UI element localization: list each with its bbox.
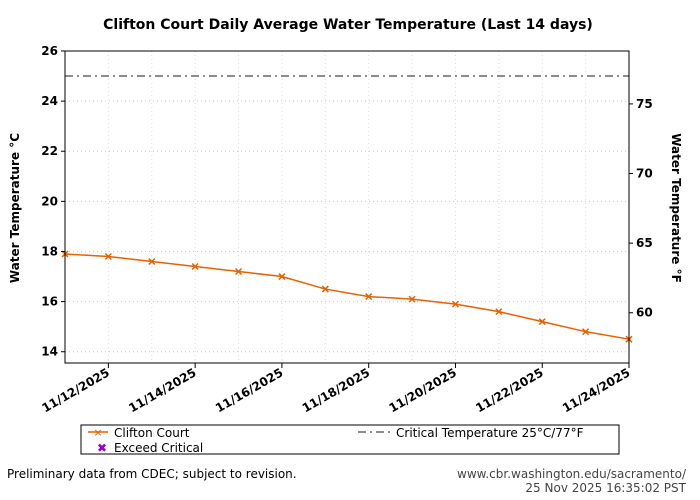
plot-frame	[64, 50, 630, 364]
y-right-tick-label: 70	[636, 167, 653, 181]
data-point-clifton-court	[538, 318, 546, 326]
y-tick-label: 26	[41, 44, 58, 58]
x-tick-label: 11/18/2025	[300, 365, 372, 415]
y-axis-label-left: Water Temperature °C	[8, 133, 22, 283]
legend-marker-exceed: ✖	[97, 441, 107, 455]
data-point-marker	[582, 328, 590, 336]
data-point-marker	[321, 285, 329, 293]
legend-label-critical: Critical Temperature 25°C/77°F	[396, 426, 584, 440]
y-tick-label: 22	[41, 144, 58, 158]
chart-title: Clifton Court Daily Average Water Temper…	[103, 17, 593, 33]
data-point-clifton-court	[104, 252, 112, 261]
legend-label-clifton: Clifton Court	[114, 426, 190, 440]
x-tick-label: 11/14/2025	[126, 365, 198, 415]
legend-box	[80, 424, 620, 455]
y-tick-label: 24	[41, 94, 58, 108]
x-tick-label: 11/12/2025	[39, 365, 111, 415]
series-line-clifton-court	[64, 253, 630, 340]
y-tick-label: 14	[41, 345, 58, 359]
data-point-marker	[538, 318, 546, 326]
data-point-clifton-court	[235, 267, 243, 276]
footer-disclaimer: Preliminary data from CDEC; subject to r…	[7, 467, 297, 481]
data-point-marker	[191, 262, 199, 271]
data-point-clifton-court	[365, 293, 373, 301]
data-point-marker	[278, 273, 286, 281]
y-right-tick-label: 60	[636, 306, 653, 320]
footer-url: www.cbr.washington.edu/sacramento/	[457, 467, 686, 481]
x-tick-label: 11/16/2025	[213, 365, 285, 415]
data-point-marker	[104, 252, 112, 261]
y-right-tick-label: 65	[636, 236, 653, 250]
data-point-clifton-court	[148, 257, 156, 266]
footer-source: www.cbr.washington.edu/sacramento/ 25 No…	[457, 467, 686, 495]
data-point-marker	[495, 308, 503, 316]
y-axis-label-right: Water Temperature °F	[669, 133, 683, 283]
x-tick-label: 11/20/2025	[387, 365, 459, 415]
data-point-marker	[148, 257, 156, 266]
y-tick-label: 20	[41, 194, 58, 208]
data-point-marker	[365, 293, 373, 301]
data-point-clifton-court	[191, 262, 199, 271]
chart-svg: Clifton Court Daily Average Water Temper…	[8, 17, 683, 455]
legend-marker-clifton: ×	[93, 426, 102, 439]
data-point-clifton-court	[495, 308, 503, 316]
y-tick-label: 18	[41, 244, 58, 258]
x-tick-label: 11/24/2025	[560, 365, 632, 415]
data-point-clifton-court	[451, 300, 459, 308]
x-tick-label: 11/22/2025	[473, 365, 545, 415]
data-point-marker	[408, 295, 416, 303]
legend-label-exceed: Exceed Critical	[114, 441, 203, 455]
data-point-clifton-court	[278, 273, 286, 281]
y-right-tick-label: 75	[636, 97, 653, 111]
y-tick-label: 16	[41, 295, 58, 309]
data-point-clifton-court	[408, 295, 416, 303]
data-point-marker	[451, 300, 459, 308]
data-point-clifton-court	[321, 285, 329, 293]
legend: × Clifton Court ✖ Exceed Critical Critic…	[80, 424, 620, 455]
data-point-clifton-court	[582, 328, 590, 336]
footer-timestamp: 25 Nov 2025 16:35:02 PST	[525, 481, 686, 495]
data-point-marker	[235, 267, 243, 276]
